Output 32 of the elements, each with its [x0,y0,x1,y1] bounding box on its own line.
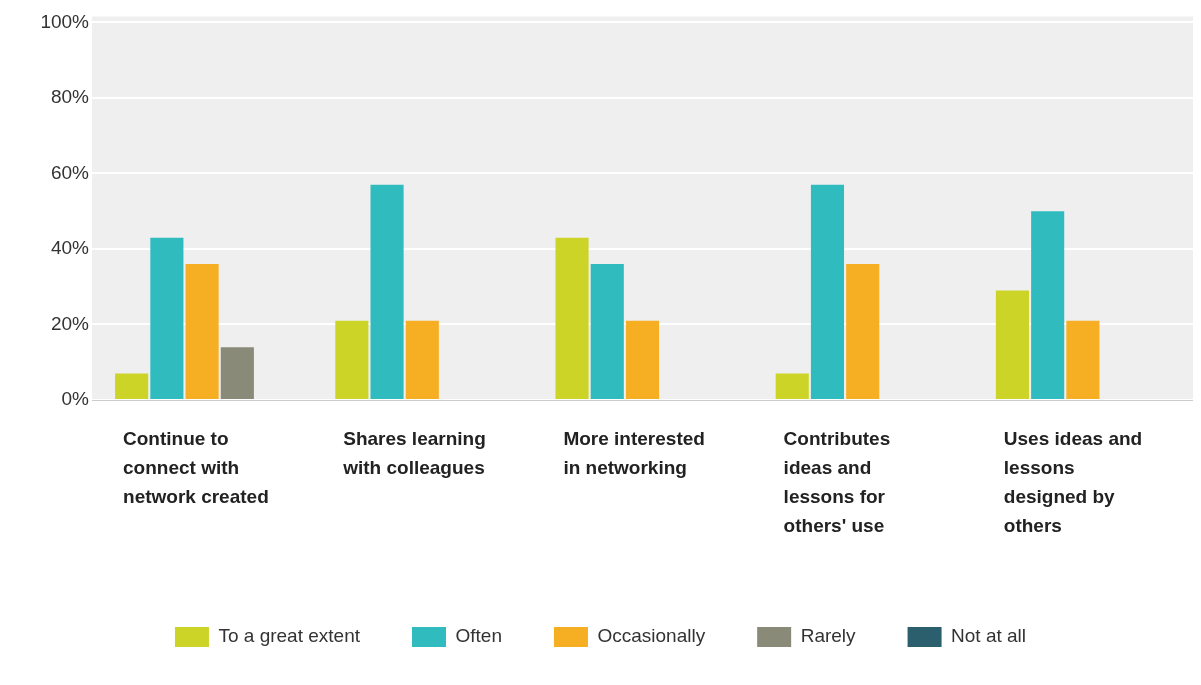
bar [555,237,589,399]
y-tick-label: 80% [50,86,90,108]
bar [846,264,880,399]
legend-label: Not at all [951,625,1027,647]
bar [810,184,845,399]
bar [220,347,254,399]
y-tick-label: 60% [50,161,90,183]
x-tick-label: More interested in networking [563,427,705,478]
y-tick-label: 40% [50,237,90,259]
bar [1031,211,1065,399]
legend-label: Often [455,625,502,647]
x-tick-label: Uses ideas and lessons designed by others [1003,427,1143,536]
bar [335,320,369,399]
y-tick-label: 100% [40,10,90,32]
x-tick-label: Shares learning with colleagues [342,427,486,478]
bar [1066,320,1100,399]
bar [115,373,149,399]
bar [370,184,404,399]
bar [150,237,184,399]
x-tick-label: Contributes ideas and lessons for others' use [783,427,891,536]
bar [625,320,660,399]
bar [405,320,439,399]
bar [185,264,219,399]
bar [590,264,624,399]
bar [995,290,1029,399]
y-tick-label: 0% [61,388,90,410]
legend-label: Occasionally [597,625,706,647]
legend-label: Rarely [800,625,857,647]
y-tick-label: 20% [50,312,90,334]
legend-label: To a great extent [218,625,361,647]
x-tick-label: Continue to connect with network created [123,427,269,507]
bar [775,373,809,399]
